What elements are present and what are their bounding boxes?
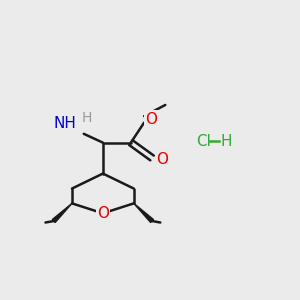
Text: H: H [221,134,232,149]
Text: NH: NH [53,116,76,131]
Text: Cl: Cl [196,134,211,149]
Text: O: O [97,206,109,221]
Polygon shape [52,203,72,223]
Text: O: O [157,152,169,167]
Text: O: O [146,112,158,127]
Text: H: H [82,112,92,125]
Polygon shape [134,203,154,223]
